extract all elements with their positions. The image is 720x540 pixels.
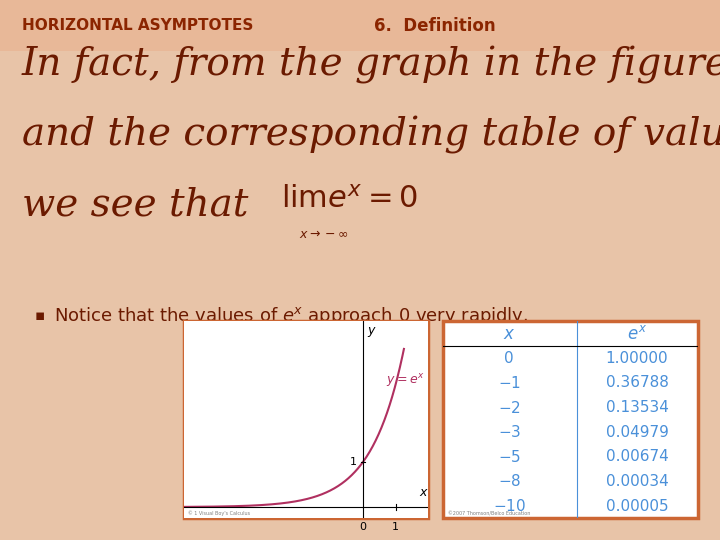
Text: $-10$: $-10$ [492, 498, 526, 514]
Text: $x \to -\infty$: $x \to -\infty$ [299, 228, 348, 241]
Text: ▪: ▪ [35, 308, 45, 323]
Text: 0.04979: 0.04979 [606, 424, 668, 440]
Text: $-1$: $-1$ [498, 375, 521, 391]
Text: $\lim e^x = 0$: $\lim e^x = 0$ [281, 184, 418, 215]
Text: $e^x$: $e^x$ [627, 325, 647, 342]
Text: x: x [420, 486, 427, 499]
Text: 0.00674: 0.00674 [606, 449, 668, 464]
Text: 0.13534: 0.13534 [606, 400, 668, 415]
Text: $-5$: $-5$ [498, 449, 521, 465]
Text: 1: 1 [350, 457, 356, 467]
Text: $-2$: $-2$ [498, 400, 521, 416]
Bar [0, 0, 720, 51]
Text: 0: 0 [359, 522, 366, 531]
Text: y: y [367, 323, 374, 336]
Text: © 1 Visual Boy's Calculus: © 1 Visual Boy's Calculus [189, 511, 251, 516]
Text: Notice that the values of $e^x$ approach 0 very rapidly.: Notice that the values of $e^x$ approach… [54, 305, 528, 327]
Text: 1: 1 [392, 522, 400, 531]
Bar [184, 321, 428, 518]
Text: ©2007 Thomson/Belco Education: ©2007 Thomson/Belco Education [448, 511, 531, 516]
Text: $-3$: $-3$ [498, 424, 521, 440]
Text: HORIZONTAL ASYMPTOTES: HORIZONTAL ASYMPTOTES [22, 18, 253, 33]
Text: and the corresponding table of values,: and the corresponding table of values, [22, 116, 720, 154]
Text: $x$: $x$ [503, 325, 516, 342]
Text: 0: 0 [505, 351, 514, 366]
Text: 6.  Definition: 6. Definition [374, 17, 496, 35]
Text: $-8$: $-8$ [498, 474, 521, 489]
Text: 1.00000: 1.00000 [606, 351, 668, 366]
Text: we see that: we see that [22, 187, 248, 224]
Text: $y = e^x$: $y = e^x$ [386, 372, 425, 389]
Text: In fact, from the graph in the figure: In fact, from the graph in the figure [22, 46, 720, 84]
Text: 0.00005: 0.00005 [606, 498, 668, 514]
Text: 0.36788: 0.36788 [606, 375, 668, 390]
Bar [443, 321, 698, 518]
Text: 0.00034: 0.00034 [606, 474, 668, 489]
